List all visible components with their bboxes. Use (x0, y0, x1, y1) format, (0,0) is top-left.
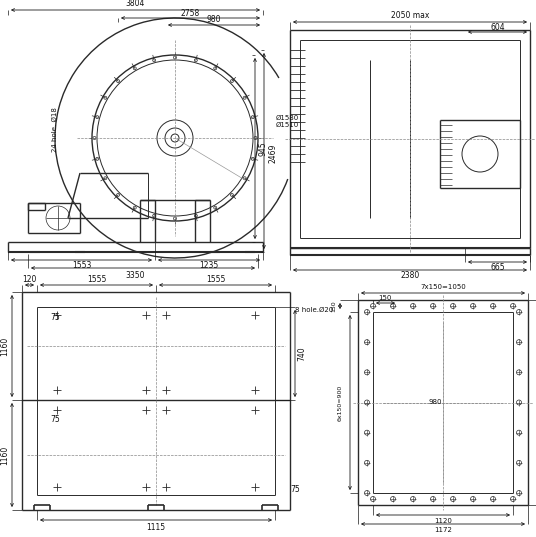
Text: 1160: 1160 (1, 445, 10, 465)
Text: 150: 150 (331, 300, 337, 312)
Text: 980: 980 (428, 400, 442, 405)
Text: 1553: 1553 (72, 262, 91, 271)
Text: 604: 604 (490, 23, 505, 32)
Text: 980: 980 (207, 16, 221, 25)
Text: 120: 120 (23, 274, 36, 284)
Text: Ø1510: Ø1510 (276, 122, 299, 128)
Text: 75: 75 (50, 416, 60, 425)
Text: 3804: 3804 (126, 0, 145, 9)
Text: 1120: 1120 (434, 518, 452, 524)
Text: 1115: 1115 (146, 523, 166, 532)
Text: 2050 max: 2050 max (391, 11, 429, 20)
Text: Ø1580: Ø1580 (276, 115, 299, 121)
Text: 3350: 3350 (126, 271, 145, 279)
Text: 1235: 1235 (199, 262, 219, 271)
Text: 740: 740 (297, 346, 307, 361)
Text: 8 hole.Ø20: 8 hole.Ø20 (295, 307, 333, 313)
Text: 7x150=1050: 7x150=1050 (420, 284, 466, 290)
Text: 150: 150 (378, 295, 392, 301)
Text: 1172: 1172 (434, 527, 452, 533)
Text: 6x150=900: 6x150=900 (338, 384, 343, 420)
Text: 2469: 2469 (269, 144, 278, 163)
Text: 75: 75 (290, 485, 300, 495)
Text: 75: 75 (50, 313, 60, 322)
Text: 665: 665 (490, 264, 505, 272)
Text: 24 hole. Ø18: 24 hole. Ø18 (52, 107, 58, 153)
Text: 945: 945 (258, 141, 267, 156)
Text: 1555: 1555 (87, 274, 106, 284)
Text: 1555: 1555 (206, 274, 225, 284)
Text: 1160: 1160 (1, 336, 10, 355)
Text: 2380: 2380 (400, 272, 420, 280)
Text: 2758: 2758 (181, 9, 200, 18)
